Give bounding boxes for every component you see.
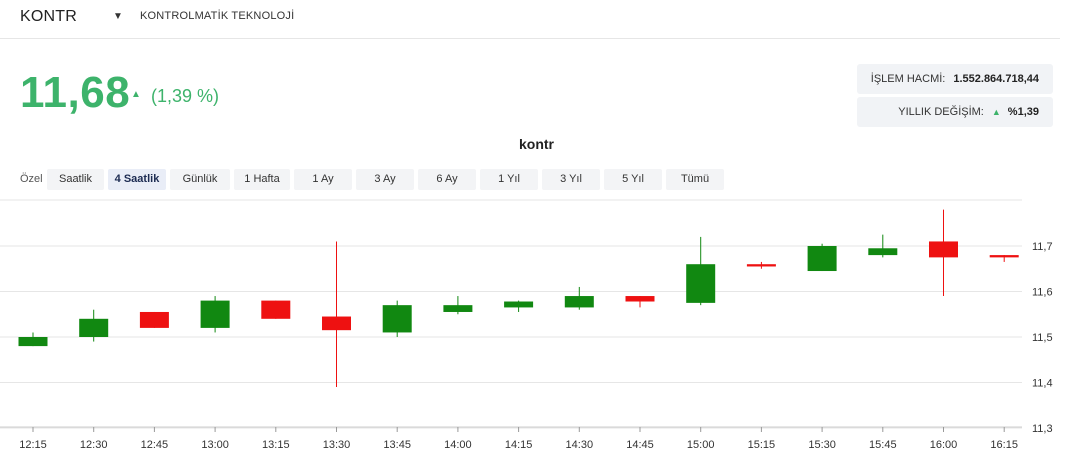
x-tick-label: 12:45	[141, 439, 169, 451]
candlestick-chart[interactable]: 11,3 11,4 11,5 11,6 11,7 12:15 12:30 12:45 13:00…	[0, 196, 1080, 464]
yearly-change-label: YILLIK DEĞİŞİM:	[898, 106, 984, 118]
range-button-3-ay[interactable]: 3 Ay	[356, 169, 414, 190]
x-tick-label: 13:00	[201, 439, 229, 451]
ticker-symbol: KONTR	[20, 8, 77, 25]
candle-body	[686, 264, 716, 303]
candle-body	[382, 305, 412, 333]
range-label: Özel	[20, 173, 43, 185]
x-tick-label: 13:15	[262, 439, 290, 451]
volume-label: İŞLEM HACMİ:	[870, 73, 946, 85]
range-button-4-saatlik[interactable]: 4 Saatlik	[108, 169, 166, 190]
volume-value: 1.552.864.718,44	[953, 73, 1039, 85]
yearly-change-value: %1,39	[1007, 106, 1039, 118]
yearly-change-box: YILLIK DEĞİŞİM: ▲ %1,39	[857, 97, 1053, 127]
x-tick-label: 15:45	[869, 439, 897, 451]
chart-title: kontr	[519, 136, 554, 152]
x-tick-label: 14:45	[626, 439, 654, 451]
range-button-1-yil[interactable]: 1 Yıl	[480, 169, 538, 190]
dropdown-caret-icon[interactable]: ▼	[113, 11, 123, 22]
range-button-5-yil[interactable]: 5 Yıl	[604, 169, 662, 190]
y-tick-label: 11,7	[1032, 241, 1053, 253]
candle-body	[868, 248, 898, 256]
candle-body	[504, 301, 534, 308]
candle-body	[18, 337, 48, 347]
candle-body	[261, 300, 291, 319]
x-tick-label: 12:30	[80, 439, 108, 451]
range-button-gunluk[interactable]: Günlük	[170, 169, 230, 190]
candle-body	[322, 316, 351, 331]
company-name: KONTROLMATİK TEKNOLOJİ	[140, 10, 295, 22]
y-tick-label: 11,6	[1032, 287, 1053, 299]
range-button-1-ay[interactable]: 1 Ay	[294, 169, 352, 190]
x-tick-label: 13:45	[383, 439, 411, 451]
x-tick-label: 13:30	[323, 439, 351, 451]
candle-body	[443, 305, 473, 312]
x-tick-label: 16:00	[930, 439, 958, 451]
last-price: 11,68	[20, 68, 131, 117]
candle-body	[746, 264, 776, 267]
y-tick-label: 11,4	[1032, 378, 1053, 390]
x-tick-label: 15:30	[808, 439, 836, 451]
x-tick-label: 12:15	[19, 439, 47, 451]
range-button-6-ay[interactable]: 6 Ay	[418, 169, 476, 190]
range-button-1-hafta[interactable]: 1 Hafta	[234, 169, 290, 190]
volume-box: İŞLEM HACMİ: 1.552.864.718,44	[857, 64, 1053, 94]
up-arrow-icon: ▲	[991, 107, 1001, 117]
candle-body	[564, 296, 594, 308]
candle-body	[139, 311, 169, 328]
x-tick-label: 16:15	[990, 439, 1018, 451]
x-tick-label: 14:00	[444, 439, 472, 451]
range-button-3-yil[interactable]: 3 Yıl	[542, 169, 600, 190]
up-arrow-icon: ▲	[131, 89, 141, 100]
candle-body	[200, 300, 230, 328]
y-tick-label: 11,5	[1032, 332, 1053, 344]
candle-body	[929, 241, 958, 258]
x-tick-label: 14:30	[566, 439, 594, 451]
change-percent: (1,39 %)	[151, 86, 220, 106]
candle-body	[989, 255, 1019, 258]
candle-body	[625, 296, 655, 302]
y-tick-label: 11,3	[1032, 423, 1053, 435]
range-button-saatlik[interactable]: Saatlik	[47, 169, 104, 190]
x-tick-label: 15:15	[748, 439, 776, 451]
x-tick-label: 14:15	[505, 439, 533, 451]
candle-body	[807, 246, 837, 272]
header-bar: KONTR ▼ KONTROLMATİK TEKNOLOJİ	[0, 0, 1060, 39]
range-button-tumu[interactable]: Tümü	[666, 169, 724, 190]
x-tick-label: 15:00	[687, 439, 715, 451]
candle-body	[79, 318, 109, 337]
